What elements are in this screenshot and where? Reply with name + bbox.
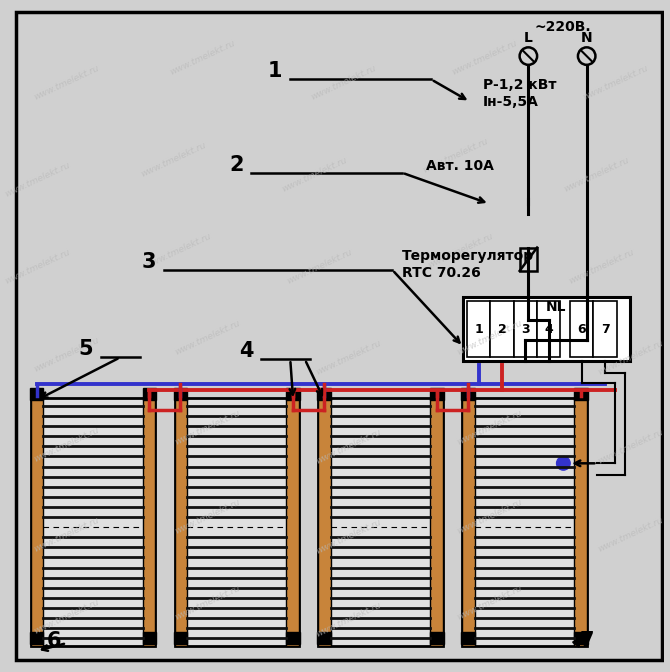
Text: 1: 1 <box>474 323 483 336</box>
Text: www.tmelekt.ru: www.tmelekt.ru <box>314 338 383 376</box>
Bar <box>462 632 475 644</box>
Bar <box>490 301 514 358</box>
Text: www.tmelekt.ru: www.tmelekt.ru <box>33 63 101 101</box>
Text: L: L <box>524 30 533 44</box>
Bar <box>286 398 299 646</box>
Bar <box>143 388 156 400</box>
Bar <box>570 301 594 358</box>
Bar <box>318 632 331 644</box>
Text: www.tmelekt.ru: www.tmelekt.ru <box>596 427 665 466</box>
Bar <box>175 398 299 646</box>
Text: www.tmelekt.ru: www.tmelekt.ru <box>582 63 650 101</box>
Bar <box>29 388 44 400</box>
Bar <box>430 398 443 646</box>
Bar <box>29 632 44 644</box>
Text: Iн-5,5А: Iн-5,5А <box>482 95 539 109</box>
Bar <box>286 632 300 644</box>
Bar <box>143 398 155 646</box>
Bar <box>514 301 537 358</box>
Text: www.tmelekt.ru: www.tmelekt.ru <box>314 601 383 639</box>
Text: www.tmelekt.ru: www.tmelekt.ru <box>3 161 72 199</box>
Text: www.tmelekt.ru: www.tmelekt.ru <box>33 335 101 374</box>
Bar <box>318 388 331 400</box>
Text: www.tmelekt.ru: www.tmelekt.ru <box>33 515 101 554</box>
Text: 3: 3 <box>521 323 530 336</box>
Text: www.tmelekt.ru: www.tmelekt.ru <box>562 155 630 194</box>
Text: 4: 4 <box>545 323 553 336</box>
Text: www.tmelekt.ru: www.tmelekt.ru <box>426 231 494 269</box>
Text: Терморегулятор: Терморегулятор <box>402 249 534 263</box>
Text: N: N <box>581 30 592 44</box>
Bar <box>574 388 588 400</box>
Text: ~220В.: ~220В. <box>534 20 591 34</box>
Bar <box>143 632 156 644</box>
Bar <box>462 398 587 646</box>
Text: RTC 70.26: RTC 70.26 <box>402 265 481 280</box>
Bar <box>463 297 630 362</box>
Text: 1: 1 <box>268 61 283 81</box>
Bar <box>520 247 537 271</box>
Text: P-1,2 кВт: P-1,2 кВт <box>482 78 556 92</box>
Text: www.tmelekt.ru: www.tmelekt.ru <box>456 498 524 536</box>
Text: www.tmelekt.ru: www.tmelekt.ru <box>174 583 242 622</box>
Text: Авт. 10А: Авт. 10А <box>426 159 494 173</box>
Text: NL: NL <box>545 300 566 314</box>
Text: 6: 6 <box>47 631 62 651</box>
Text: www.tmelekt.ru: www.tmelekt.ru <box>174 498 242 536</box>
Text: www.tmelekt.ru: www.tmelekt.ru <box>174 408 242 446</box>
Bar <box>31 398 155 646</box>
Text: www.tmelekt.ru: www.tmelekt.ru <box>421 136 490 174</box>
Circle shape <box>557 456 570 470</box>
Bar <box>594 301 617 358</box>
Bar <box>174 632 187 644</box>
Text: 7: 7 <box>580 631 594 651</box>
Text: 5: 5 <box>78 339 93 360</box>
Text: www.tmelekt.ru: www.tmelekt.ru <box>310 63 378 101</box>
Text: www.tmelekt.ru: www.tmelekt.ru <box>144 231 212 269</box>
Text: www.tmelekt.ru: www.tmelekt.ru <box>456 319 524 357</box>
Text: www.tmelekt.ru: www.tmelekt.ru <box>139 141 208 179</box>
Text: 2: 2 <box>498 323 507 336</box>
Text: www.tmelekt.ru: www.tmelekt.ru <box>314 517 383 555</box>
Bar <box>31 398 44 646</box>
Text: www.tmelekt.ru: www.tmelekt.ru <box>314 427 383 466</box>
Bar <box>318 398 443 646</box>
Text: www.tmelekt.ru: www.tmelekt.ru <box>33 598 101 636</box>
Bar <box>537 301 560 358</box>
Bar <box>174 388 187 400</box>
Text: 7: 7 <box>601 323 610 336</box>
Bar <box>467 301 490 358</box>
Bar <box>574 398 587 646</box>
Bar <box>430 388 444 400</box>
Text: www.tmelekt.ru: www.tmelekt.ru <box>285 248 354 286</box>
Text: 3: 3 <box>141 252 156 272</box>
Bar <box>430 632 444 644</box>
Text: www.tmelekt.ru: www.tmelekt.ru <box>174 319 242 357</box>
Text: www.tmelekt.ru: www.tmelekt.ru <box>567 248 635 286</box>
Bar <box>462 398 475 646</box>
Text: www.tmelekt.ru: www.tmelekt.ru <box>596 515 665 554</box>
Text: www.tmelekt.ru: www.tmelekt.ru <box>450 39 519 77</box>
Text: www.tmelekt.ru: www.tmelekt.ru <box>33 426 101 464</box>
Text: www.tmelekt.ru: www.tmelekt.ru <box>280 155 349 194</box>
Text: www.tmelekt.ru: www.tmelekt.ru <box>3 248 72 286</box>
Bar <box>175 398 187 646</box>
Bar <box>318 398 331 646</box>
Bar <box>286 388 300 400</box>
Text: www.tmelekt.ru: www.tmelekt.ru <box>169 39 237 77</box>
Bar <box>462 388 475 400</box>
Bar <box>574 632 588 644</box>
Text: www.tmelekt.ru: www.tmelekt.ru <box>456 583 524 622</box>
Text: www.tmelekt.ru: www.tmelekt.ru <box>596 338 665 376</box>
Text: 4: 4 <box>239 341 253 362</box>
Text: 2: 2 <box>229 155 244 175</box>
Text: 6: 6 <box>578 323 586 336</box>
Text: www.tmelekt.ru: www.tmelekt.ru <box>456 408 524 446</box>
